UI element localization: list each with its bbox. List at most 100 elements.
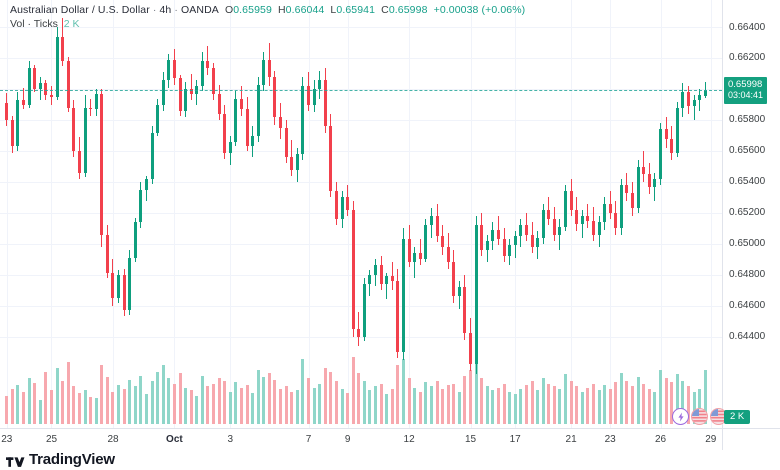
candle-body: [463, 287, 467, 334]
volume-bar: [223, 380, 227, 424]
candle-body: [552, 219, 556, 235]
candle-body: [385, 276, 389, 284]
candle-body: [334, 191, 338, 220]
volume-bar: [424, 382, 428, 424]
candle-body: [608, 203, 612, 213]
volume-bar: [418, 391, 422, 424]
volume-bar: [413, 387, 417, 424]
candle-body: [217, 93, 221, 114]
volume-bar: [575, 386, 579, 424]
volume-bar: [631, 386, 635, 424]
price-axis[interactable]: 0.66400 0.66200 0.65800 0.65600 0.65400 0.652…: [722, 0, 780, 428]
volume-bar: [564, 374, 568, 424]
chart-plot-area[interactable]: [0, 0, 722, 428]
price-axis-tick: 0.65000: [729, 237, 766, 249]
candle-body: [636, 166, 640, 209]
volume-bar: [94, 398, 98, 424]
grid-line-horizontal: [0, 244, 722, 245]
volume-bar: [172, 383, 176, 424]
candle-body: [664, 129, 668, 139]
flash-icon[interactable]: [672, 408, 689, 425]
candle-body: [547, 209, 551, 220]
candle-body: [27, 67, 31, 105]
volume-bar: [234, 382, 238, 424]
price-axis-tick: 0.65800: [729, 114, 766, 126]
candle-body: [575, 209, 579, 224]
candle-body: [396, 280, 400, 352]
volume-bar: [312, 387, 316, 424]
candle-body: [491, 229, 495, 241]
volume-bar: [441, 389, 445, 424]
grid-line-vertical: [409, 0, 410, 428]
candle-body: [351, 209, 355, 329]
candle-body: [251, 135, 255, 147]
candle-wick: [386, 273, 388, 300]
usd-flag-icon[interactable]: [710, 408, 727, 425]
time-axis-tick: 23: [604, 434, 616, 445]
volume-bar: [178, 372, 182, 424]
volume-bar: [374, 386, 378, 424]
candle-body: [603, 203, 607, 223]
candle-body: [480, 225, 484, 250]
candle-body: [128, 257, 132, 311]
candle-body: [496, 229, 500, 240]
candle-body: [290, 157, 294, 170]
candle-body: [474, 225, 478, 365]
candle-body: [111, 273, 115, 298]
volume-value-badge: 2 K: [724, 410, 751, 424]
candle-body: [234, 98, 238, 142]
volume-bar: [519, 389, 523, 424]
candle-wick: [643, 151, 645, 182]
volume-bar: [318, 383, 322, 424]
last-price-badge-value: 0.65998: [728, 78, 763, 90]
grid-line-horizontal: [0, 151, 722, 152]
volume-bar: [61, 380, 65, 424]
aud-flag-icon[interactable]: [691, 408, 708, 425]
volume-bar: [502, 383, 506, 424]
candle-body: [295, 154, 299, 170]
candle-body: [536, 237, 540, 247]
candle-body: [698, 95, 702, 101]
candle-body: [279, 117, 283, 128]
grid-line-vertical: [711, 0, 712, 428]
candle-body: [368, 274, 372, 284]
volume-bar: [385, 394, 389, 424]
volume-bar: [608, 389, 612, 424]
volume-bar: [38, 399, 42, 424]
volume-bar: [262, 376, 266, 424]
price-axis-tick: 0.66200: [729, 52, 766, 64]
candle-wick: [190, 73, 192, 101]
candle-body: [401, 239, 405, 352]
volume-bar: [603, 385, 607, 424]
volume-bar: [245, 385, 249, 424]
volume-bar: [558, 389, 562, 424]
volume-bar: [195, 395, 199, 424]
candle-body: [681, 92, 685, 108]
tradingview-logo[interactable]: TradingView: [6, 452, 115, 468]
volume-bar: [675, 374, 679, 424]
volume-bar: [184, 387, 188, 424]
grid-line-horizontal: [0, 213, 722, 214]
volume-bar: [703, 370, 707, 424]
volume-bar: [379, 383, 383, 424]
candle-body: [435, 216, 439, 237]
volume-bar: [206, 386, 210, 424]
time-axis-tick: 28: [107, 434, 119, 445]
candle-body: [301, 86, 305, 155]
candle-body: [133, 222, 137, 258]
volume-bar: [189, 390, 193, 424]
volume-bar: [55, 367, 59, 424]
volume-bar: [228, 391, 232, 424]
volume-bar: [295, 390, 299, 424]
price-axis-tick: 0.64400: [729, 330, 766, 342]
axis-corner: [722, 428, 780, 450]
candle-body: [161, 80, 165, 105]
candle-body: [508, 245, 512, 257]
time-axis[interactable]: 23 25 28 Oct 3 7 9 12 15 17 21 23 26 29: [0, 428, 722, 450]
candle-body: [83, 107, 87, 173]
grid-line-vertical: [51, 0, 52, 428]
last-price-badge[interactable]: 0.65998 03:04:41: [724, 76, 768, 104]
candle-body: [44, 83, 48, 96]
candle-body: [519, 225, 523, 237]
